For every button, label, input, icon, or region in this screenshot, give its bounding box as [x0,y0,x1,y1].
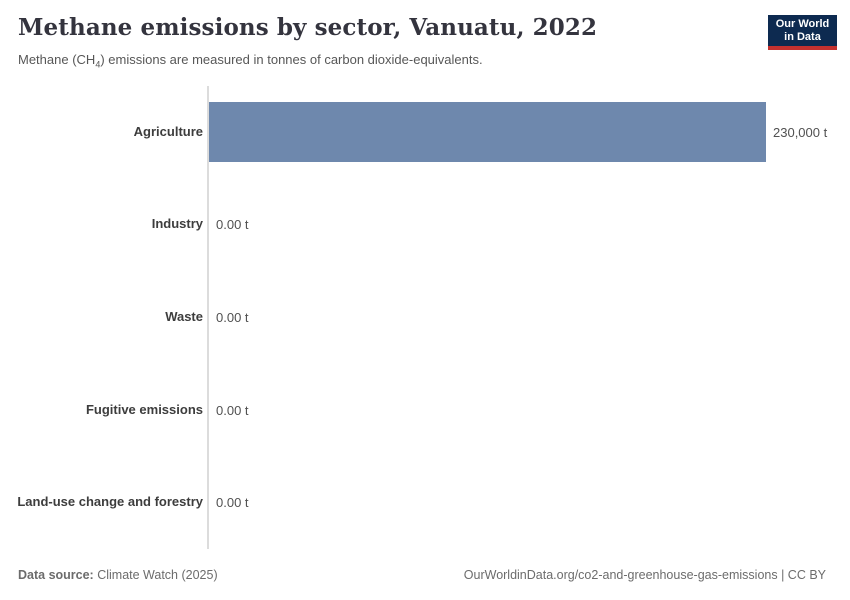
owid-logo-line1: Our World [775,17,830,30]
chart-footer: Data source: Climate Watch (2025) OurWor… [18,568,826,582]
bar-area: 0.00 t [209,403,850,418]
bar-area: 0.00 t [209,217,850,232]
chart-rows: Agriculture 230,000 t Industry 0.00 t Waste 0… [0,86,850,549]
data-source-value: Climate Watch (2025) [93,568,218,582]
value-label: 0.00 t [216,309,249,325]
owid-logo-line2: in Data [784,30,821,43]
chart-header: Methane emissions by sector, Vanuatu, 20… [0,0,850,70]
category-label: Land-use change and forestry [17,494,203,510]
value-label: 0.00 t [216,217,249,233]
category-label: Fugitive emissions [85,401,203,417]
bar-area: 230,000 t [209,102,850,163]
bar-area: 0.00 t [209,495,850,510]
value-label: 230,000 t [773,124,828,140]
chart-row: Land-use change and forestry 0.00 t [0,456,850,549]
category-label: Industry [151,216,203,232]
subscript-4: 4 [95,59,101,70]
bar-area: 0.00 t [209,310,850,325]
value-label: 0.00 t [216,402,249,418]
value-label: 0.00 t [216,495,249,511]
chart-row: Industry 0.00 t [0,179,850,272]
chart-row: Waste 0.00 t [0,271,850,364]
bar-chart: Agriculture 230,000 t Industry 0.00 t Waste 0… [0,86,850,549]
footer-url: OurWorldinData.org/co2-and-greenhouse-ga… [463,568,826,582]
chart-subtitle: Methane (CH4) emissions are measured in … [18,52,850,70]
category-label: Agriculture [133,123,203,139]
bar[interactable] [209,102,766,163]
category-label: Waste [165,309,203,325]
owid-logo[interactable]: Our World in Data [768,15,837,50]
subtitle-text: Methane (CH [18,51,96,67]
chart-row: Fugitive emissions 0.00 t [0,364,850,457]
data-source: Data source: Climate Watch (2025) [18,568,218,582]
y-axis-line [207,86,209,549]
chart-row: Agriculture 230,000 t [0,86,850,179]
chart-title: Methane emissions by sector, Vanuatu, 20… [18,14,598,41]
data-source-label: Data source: [18,568,94,582]
subtitle-text-end: ) emissions are measured in tonnes of ca… [100,51,483,67]
